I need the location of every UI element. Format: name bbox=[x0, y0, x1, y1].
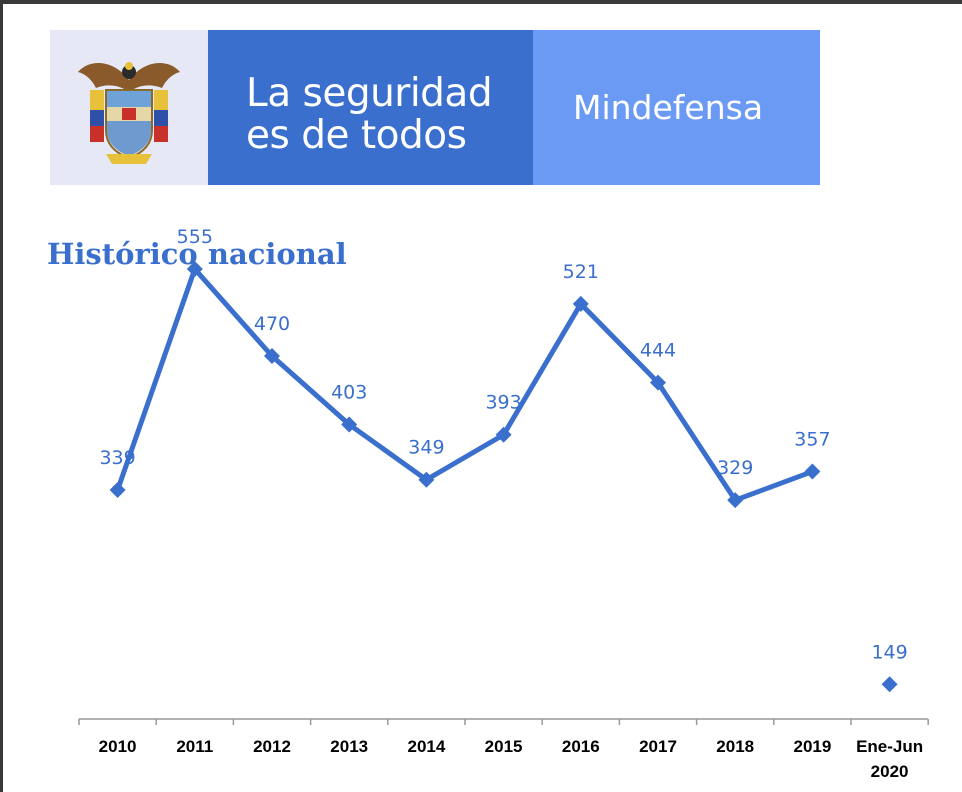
left-border bbox=[0, 0, 3, 792]
data-label: 444 bbox=[640, 340, 676, 362]
top-border bbox=[0, 0, 962, 4]
x-tick-labels: 2010 2011 2012 2013 2014 2015 2016 2017 2018 2019… bbox=[99, 737, 923, 781]
data-label: 470 bbox=[254, 313, 290, 335]
data-labels: 339 555 470 403 349 393 521 444 329 357 149 bbox=[99, 226, 907, 663]
x-tick-label: 2014 bbox=[407, 737, 445, 756]
data-point-marker bbox=[572, 295, 589, 312]
data-point-marker bbox=[650, 374, 666, 391]
data-label: 555 bbox=[177, 226, 213, 248]
header-banner: La seguridad es de todos Mindefensa bbox=[50, 30, 820, 185]
x-tick-label: 2010 bbox=[99, 737, 137, 756]
data-label: 349 bbox=[408, 437, 444, 459]
data-point-marker bbox=[109, 481, 126, 498]
slogan-line-2: es de todos bbox=[246, 113, 467, 158]
x-tick-label: 2013 bbox=[330, 737, 368, 756]
data-label: 339 bbox=[99, 447, 135, 469]
data-label: 521 bbox=[563, 261, 599, 283]
x-tick-label: 2019 bbox=[793, 737, 831, 756]
data-label: 403 bbox=[331, 382, 367, 404]
x-tick-label: 2015 bbox=[485, 737, 523, 756]
data-point-marker bbox=[418, 471, 435, 488]
coat-of-arms-icon bbox=[78, 62, 180, 164]
slogan-line-1: La seguridad bbox=[246, 71, 493, 116]
x-tick-label: 2011 bbox=[176, 737, 213, 756]
series-line bbox=[115, 266, 815, 503]
brand-panel: Mindefensa bbox=[533, 30, 820, 185]
data-point-marker bbox=[727, 492, 744, 509]
x-tick-label: 2016 bbox=[562, 737, 600, 756]
data-point-marker bbox=[341, 416, 358, 433]
x-axis-ticks bbox=[78, 719, 929, 725]
data-point-marker bbox=[186, 261, 203, 278]
coat-of-arms-panel bbox=[50, 30, 208, 185]
x-tick-label: 2017 bbox=[639, 737, 677, 756]
data-markers bbox=[109, 261, 898, 693]
data-point-marker bbox=[495, 426, 512, 443]
x-tick-label: Ene-Jun 2020 bbox=[856, 737, 923, 781]
data-label: 329 bbox=[717, 457, 753, 479]
data-label: 393 bbox=[485, 392, 521, 414]
data-point-marker bbox=[804, 463, 821, 480]
data-label: 357 bbox=[794, 429, 830, 451]
x-tick-label: 2018 bbox=[716, 737, 754, 756]
data-point-marker bbox=[264, 347, 280, 364]
x-tick-label: 2012 bbox=[253, 737, 291, 756]
brand-name: Mindefensa bbox=[573, 88, 764, 127]
slogan-panel: La seguridad es de todos bbox=[208, 30, 533, 185]
data-label: 149 bbox=[871, 641, 907, 663]
data-point-marker bbox=[881, 676, 898, 693]
